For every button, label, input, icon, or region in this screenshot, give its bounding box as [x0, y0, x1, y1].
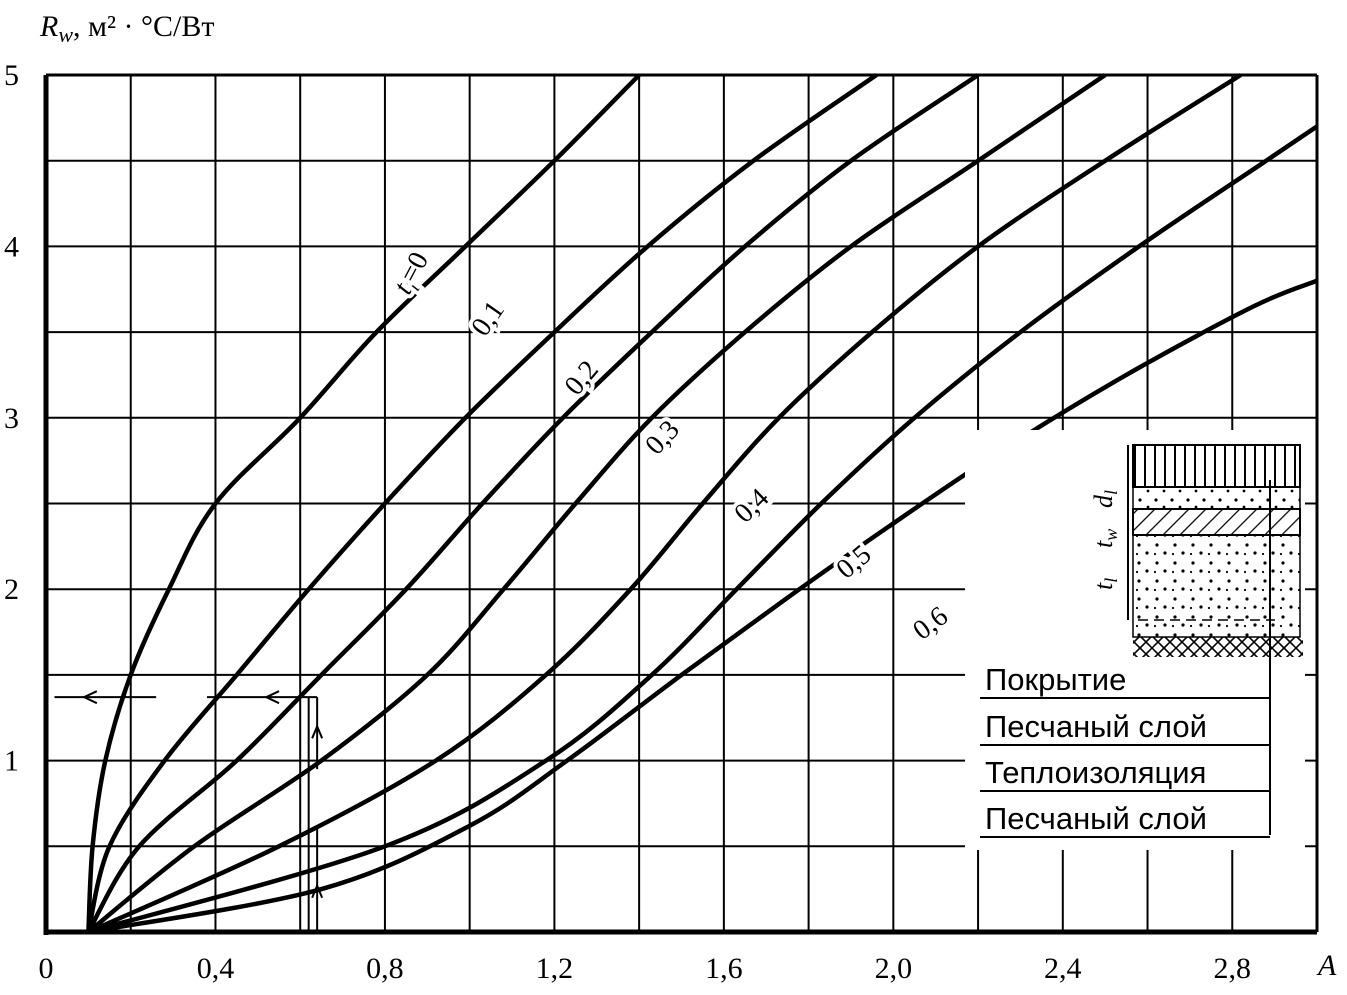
- layer-insulation-hatch: [1132, 508, 1301, 536]
- curve-label-1: 0,1: [465, 295, 510, 341]
- layer-profile-inset: dl tw tl Покрытие Песчаный слой Теплоизо…: [965, 430, 1305, 850]
- curve-1: [86, 73, 878, 933]
- example-arrow-up-lower: [311, 883, 324, 899]
- example-arrow-up: [311, 723, 324, 739]
- layer-label-covering: Покрытие: [985, 662, 1126, 697]
- curve-label-2: 0,2: [559, 355, 605, 402]
- x-tick-label: 0,8: [366, 952, 404, 985]
- layer-sand-bottom-hatch: [1132, 534, 1301, 638]
- y-tick-label: 1: [4, 745, 19, 778]
- x-tick-label: 1,6: [705, 952, 743, 985]
- example-arrow-left-2: [263, 690, 280, 705]
- y-axis-title: Rw, м² · °С/Вт: [39, 10, 214, 47]
- x-tick-label: 2,4: [1044, 952, 1082, 985]
- layer-label-sand-top: Песчаный слой: [985, 709, 1207, 744]
- dim-label-tw: tw: [1089, 529, 1121, 548]
- example-line-gap: [156, 691, 207, 704]
- example-arrow-left: [81, 690, 98, 705]
- example-arrows: [54, 690, 324, 932]
- x-tick-label: 2,8: [1214, 952, 1252, 985]
- x-tick-label: 0: [39, 952, 54, 985]
- curve-labels: tl=00,10,20,30,40,50,6: [384, 243, 958, 650]
- curve-label-4: 0,4: [728, 483, 775, 530]
- curve-0: [86, 73, 641, 933]
- curves: [86, 73, 1319, 935]
- layer-sand-top-hatch: [1132, 486, 1301, 510]
- dim-label-tl: tl: [1089, 578, 1121, 590]
- tick-labels: 0 0,4 0,8 1,2 1,6 2,0 2,4 2,8 1 2 3 4 5: [4, 59, 1251, 985]
- x-tick-label: 2,0: [875, 952, 913, 985]
- curve-3: [86, 73, 1107, 934]
- layer-label-insulation: Теплоизоляция: [985, 755, 1206, 790]
- curve-6: [87, 278, 1318, 935]
- x-tick-label: 1,2: [536, 952, 574, 985]
- y-tick-label: 3: [4, 402, 19, 435]
- y-tick-label: 5: [4, 59, 19, 92]
- x-axis-title: A: [1316, 949, 1337, 982]
- y-tick-label: 2: [4, 573, 19, 606]
- curve-label-0: tl=0: [388, 247, 439, 301]
- curve-label-6: 0,6: [907, 601, 954, 647]
- curve-label-5: 0,5: [831, 539, 878, 585]
- curve-4: [87, 73, 1242, 935]
- layer-label-sand-bottom: Песчаный слой: [985, 801, 1207, 836]
- axes: [43, 73, 1319, 935]
- x-tick-label: 0,4: [197, 952, 235, 985]
- dim-label-d: dl: [1089, 490, 1121, 508]
- layer-covering-hatch: [1132, 444, 1301, 488]
- layer-ground-hatch: [1133, 637, 1303, 657]
- curve-5: [87, 124, 1319, 935]
- curve-2: [86, 73, 980, 934]
- y-tick-label: 4: [4, 230, 19, 263]
